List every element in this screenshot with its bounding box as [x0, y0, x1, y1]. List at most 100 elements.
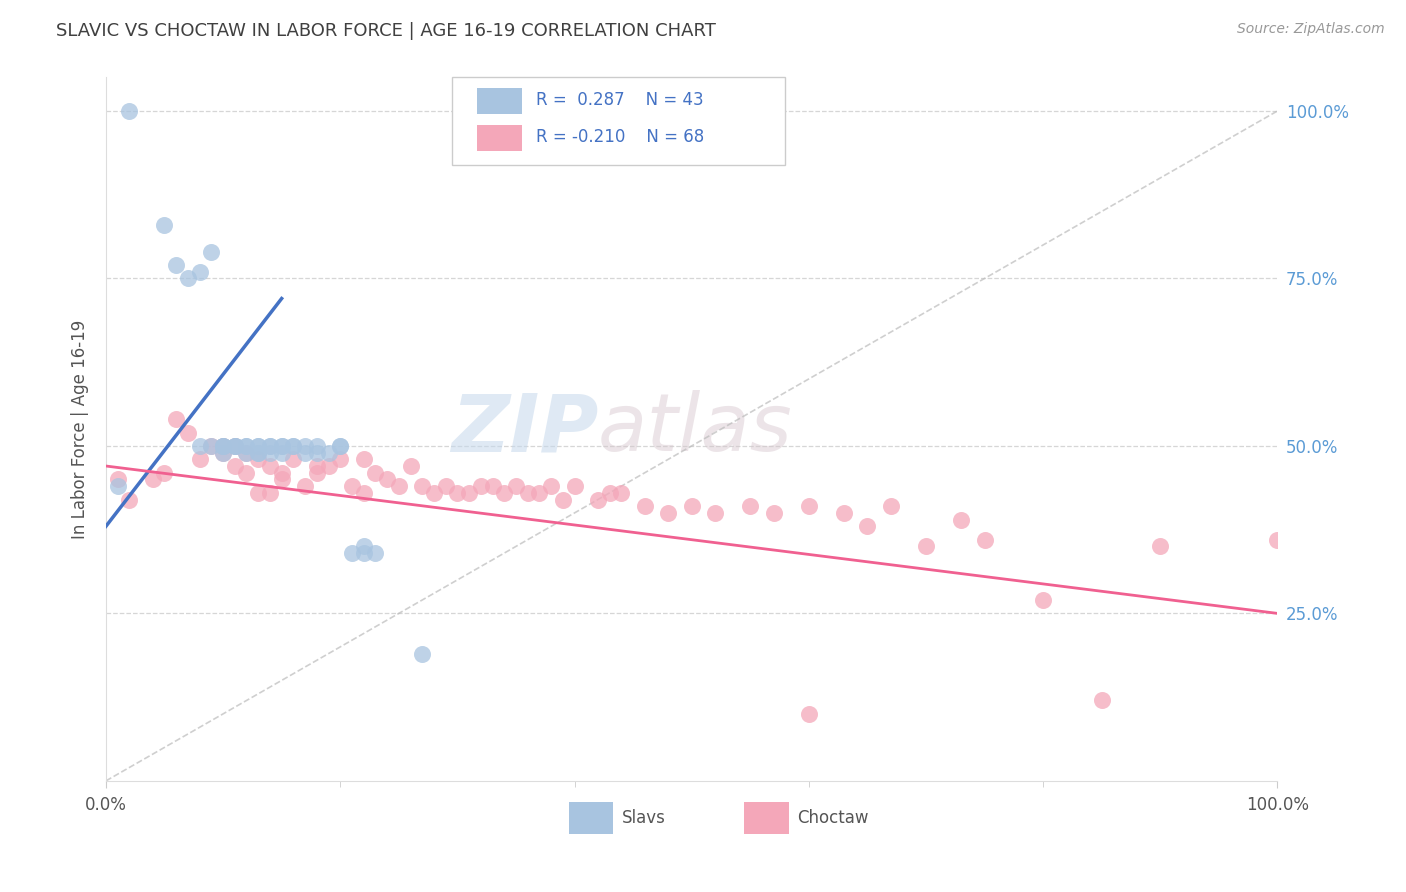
- Point: [270, 439, 292, 453]
- Point: [1149, 540, 1171, 554]
- Point: [353, 540, 375, 554]
- Point: [880, 499, 903, 513]
- Point: [177, 271, 200, 285]
- Point: [634, 499, 657, 513]
- Point: [188, 439, 211, 453]
- Point: [340, 479, 363, 493]
- Point: [212, 445, 235, 459]
- Point: [247, 445, 270, 459]
- Point: [599, 485, 621, 500]
- Point: [270, 466, 292, 480]
- Point: [259, 439, 281, 453]
- Point: [305, 458, 328, 473]
- FancyBboxPatch shape: [451, 78, 786, 165]
- Point: [107, 479, 129, 493]
- Point: [235, 466, 257, 480]
- Point: [165, 412, 187, 426]
- Point: [118, 492, 141, 507]
- Point: [270, 445, 292, 459]
- Point: [294, 479, 316, 493]
- Point: [212, 439, 235, 453]
- Point: [856, 519, 879, 533]
- Point: [294, 445, 316, 459]
- Point: [329, 439, 352, 453]
- Point: [353, 485, 375, 500]
- Point: [188, 265, 211, 279]
- Point: [375, 472, 398, 486]
- Point: [540, 479, 562, 493]
- Point: [235, 439, 257, 453]
- Point: [142, 472, 165, 486]
- Point: [797, 499, 820, 513]
- Point: [446, 485, 468, 500]
- Point: [657, 506, 679, 520]
- Point: [681, 499, 703, 513]
- Point: [411, 647, 433, 661]
- Text: Choctaw: Choctaw: [797, 809, 869, 827]
- Point: [200, 439, 222, 453]
- Point: [165, 258, 187, 272]
- Point: [423, 485, 446, 500]
- Point: [470, 479, 492, 493]
- Point: [153, 218, 176, 232]
- Point: [411, 479, 433, 493]
- Point: [212, 439, 235, 453]
- Point: [224, 439, 246, 453]
- Point: [118, 103, 141, 118]
- Point: [353, 546, 375, 560]
- Point: [294, 439, 316, 453]
- Point: [950, 513, 973, 527]
- Point: [399, 458, 422, 473]
- FancyBboxPatch shape: [477, 125, 522, 152]
- Point: [259, 458, 281, 473]
- Point: [364, 546, 387, 560]
- Point: [564, 479, 586, 493]
- Point: [177, 425, 200, 440]
- Point: [283, 439, 305, 453]
- Point: [353, 452, 375, 467]
- Point: [247, 485, 270, 500]
- Point: [516, 485, 538, 500]
- Point: [259, 485, 281, 500]
- Point: [797, 706, 820, 721]
- Point: [529, 485, 551, 500]
- Text: ZIP: ZIP: [450, 390, 598, 468]
- Point: [235, 439, 257, 453]
- Point: [915, 540, 938, 554]
- Point: [247, 452, 270, 467]
- Text: R = -0.210    N = 68: R = -0.210 N = 68: [536, 128, 704, 146]
- Point: [305, 445, 328, 459]
- Point: [270, 439, 292, 453]
- Point: [329, 439, 352, 453]
- Point: [704, 506, 727, 520]
- Point: [283, 439, 305, 453]
- Point: [329, 452, 352, 467]
- Point: [259, 439, 281, 453]
- Point: [259, 445, 281, 459]
- Point: [586, 492, 609, 507]
- FancyBboxPatch shape: [568, 802, 613, 834]
- Point: [434, 479, 457, 493]
- Point: [305, 466, 328, 480]
- Point: [200, 439, 222, 453]
- Point: [270, 472, 292, 486]
- Point: [740, 499, 762, 513]
- Point: [832, 506, 855, 520]
- Point: [305, 439, 328, 453]
- Point: [224, 439, 246, 453]
- Point: [212, 439, 235, 453]
- Point: [318, 458, 340, 473]
- Point: [340, 546, 363, 560]
- Point: [247, 439, 270, 453]
- Point: [1032, 593, 1054, 607]
- Text: Slavs: Slavs: [621, 809, 665, 827]
- FancyBboxPatch shape: [477, 87, 522, 114]
- Point: [235, 445, 257, 459]
- Point: [458, 485, 481, 500]
- Y-axis label: In Labor Force | Age 16-19: In Labor Force | Age 16-19: [72, 319, 89, 539]
- Point: [212, 439, 235, 453]
- Point: [1091, 693, 1114, 707]
- Point: [505, 479, 527, 493]
- Point: [610, 485, 633, 500]
- Point: [224, 439, 246, 453]
